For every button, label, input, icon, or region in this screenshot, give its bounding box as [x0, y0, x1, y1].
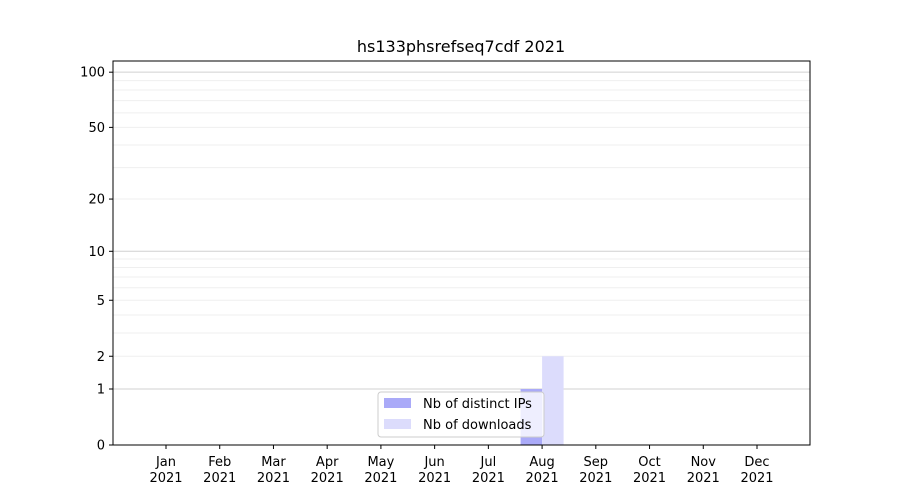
x-tick-label: Mar: [261, 455, 286, 470]
legend-swatch: [384, 419, 411, 429]
x-tick-label: 2021: [687, 471, 720, 486]
x-tick-label: 2021: [203, 471, 236, 486]
x-tick-label: May: [367, 455, 394, 470]
y-tick-label: 50: [88, 121, 105, 136]
x-tick-label: Apr: [316, 455, 339, 470]
x-tick-label: Jul: [480, 455, 497, 470]
y-tick-label: 100: [80, 66, 105, 81]
x-tick-label: 2021: [311, 471, 344, 486]
x-tick-label: 2021: [526, 471, 559, 486]
y-axis: 0 1 2 5 10 20 50 100: [80, 66, 113, 454]
y-tick-label: 0: [97, 439, 105, 454]
x-tick-label: Feb: [208, 455, 231, 470]
x-tick-label: Jun: [423, 455, 444, 470]
y-tick-label: 5: [97, 294, 105, 309]
legend-swatch: [384, 398, 411, 408]
x-tick-label: Dec: [744, 455, 769, 470]
bar-downloads: [542, 356, 564, 445]
x-tick-label: 2021: [418, 471, 451, 486]
y-tick-label: 2: [97, 350, 105, 365]
x-tick-label: Sep: [584, 455, 609, 470]
y-tick-label: 10: [88, 245, 105, 260]
legend-box: [377, 391, 545, 438]
y-tick-label: 20: [88, 193, 105, 208]
x-tick-label: Aug: [529, 455, 554, 470]
chart-title: hs133phsrefseq7cdf 2021: [357, 37, 565, 56]
legend-label: Nb of distinct IPs: [423, 397, 532, 412]
grid: [113, 71, 810, 390]
x-tick-label: 2021: [364, 471, 397, 486]
x-tick-label: Oct: [638, 455, 660, 470]
x-tick-label: Jan: [155, 455, 176, 470]
y-tick-label: 1: [97, 383, 105, 398]
x-tick-label: 2021: [740, 471, 773, 486]
x-tick-label: 2021: [472, 471, 505, 486]
legend: Nb of distinct IPs Nb of downloads: [377, 391, 545, 438]
plot-frame: [112, 60, 811, 446]
x-tick-label: Nov: [691, 455, 717, 470]
x-tick-label: 2021: [257, 471, 290, 486]
x-axis: Jan2021Feb2021Mar2021Apr2021May2021Jun20…: [149, 445, 774, 486]
x-tick-label: 2021: [149, 471, 182, 486]
legend-label: Nb of downloads: [423, 418, 532, 433]
x-tick-label: 2021: [633, 471, 666, 486]
x-tick-label: 2021: [579, 471, 612, 486]
